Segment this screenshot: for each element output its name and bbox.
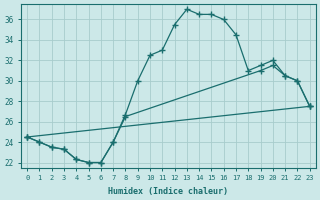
X-axis label: Humidex (Indice chaleur): Humidex (Indice chaleur)	[108, 187, 228, 196]
